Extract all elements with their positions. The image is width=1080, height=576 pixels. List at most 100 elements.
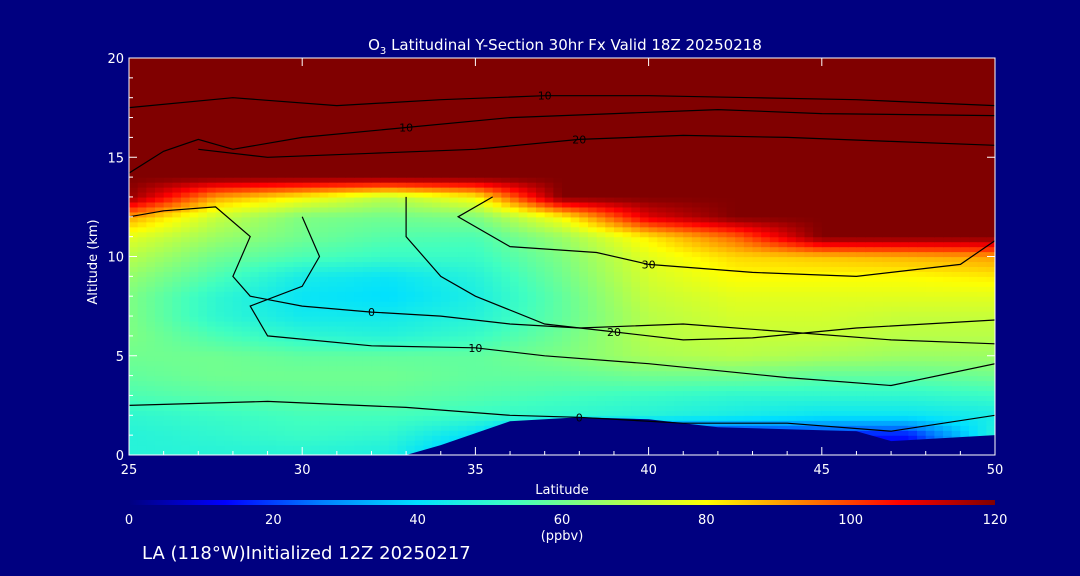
heatmap-cell <box>336 241 347 248</box>
heatmap-cell <box>726 216 736 223</box>
heatmap-cell <box>501 370 511 377</box>
heatmap-cell <box>250 256 260 263</box>
heatmap-cell <box>380 345 390 352</box>
heatmap-cell <box>691 306 702 312</box>
heatmap-cell <box>284 405 295 411</box>
heatmap-cell <box>172 340 182 347</box>
heatmap-cell <box>587 370 598 377</box>
heatmap-cell <box>215 226 225 233</box>
heatmap-cell <box>847 241 858 248</box>
heatmap-cell <box>527 266 537 272</box>
heatmap-cell <box>129 291 139 297</box>
heatmap-cell <box>587 206 598 213</box>
heatmap-cell <box>951 420 961 426</box>
heatmap-cell <box>891 425 901 431</box>
heatmap-cell <box>501 301 511 307</box>
heatmap-cell <box>458 400 468 406</box>
heatmap-cell <box>856 251 866 258</box>
heatmap-cell <box>778 251 788 258</box>
heatmap-cell <box>986 211 995 218</box>
heatmap-cell <box>544 231 554 238</box>
heatmap-cell <box>674 400 684 406</box>
heatmap-cell <box>778 370 788 377</box>
heatmap-cell <box>154 291 165 297</box>
heatmap-cell <box>362 311 373 317</box>
heatmap-cell <box>960 395 970 402</box>
heatmap-cell <box>267 400 277 406</box>
heatmap-cell <box>639 405 650 411</box>
heatmap-cell <box>726 365 736 372</box>
heatmap-cell <box>622 355 632 362</box>
heatmap-cell <box>821 211 832 218</box>
heatmap-cell <box>432 430 442 436</box>
heatmap-cell <box>943 231 953 238</box>
heatmap-cell <box>570 256 580 263</box>
heatmap-cell <box>899 375 909 382</box>
heatmap-cell <box>466 311 476 317</box>
heatmap-cell <box>986 330 995 337</box>
heatmap-cell <box>492 375 502 382</box>
heatmap-cell <box>665 211 676 218</box>
heatmap-cell <box>752 355 762 362</box>
heatmap-cell <box>951 211 961 218</box>
heatmap-cell <box>146 206 156 213</box>
heatmap-cell <box>700 330 710 337</box>
heatmap-cell <box>847 266 858 272</box>
heatmap-cell <box>899 271 909 277</box>
heatmap-cell <box>267 440 277 446</box>
heatmap-cell <box>778 246 788 253</box>
heatmap-cell <box>449 435 459 441</box>
heatmap-cell <box>579 266 589 272</box>
heatmap-cell <box>891 355 901 362</box>
heatmap-cell <box>717 410 728 416</box>
heatmap-cell <box>743 296 754 302</box>
heatmap-cell <box>250 296 260 302</box>
heatmap-cell <box>917 216 927 223</box>
heatmap-cell <box>163 380 173 387</box>
heatmap-cell <box>605 316 615 322</box>
heatmap-cell <box>284 445 295 451</box>
heatmap-cell <box>137 281 147 287</box>
heatmap-cell <box>648 271 658 277</box>
heatmap-cell <box>397 385 407 392</box>
heatmap-cell <box>743 345 754 352</box>
heatmap-cell <box>613 395 624 402</box>
heatmap-cell <box>154 316 165 322</box>
heatmap-cell <box>787 306 797 312</box>
heatmap-cell <box>631 271 641 277</box>
heatmap-cell <box>328 261 338 268</box>
heatmap-cell <box>518 221 528 228</box>
heatmap-cell <box>891 236 901 243</box>
heatmap-cell <box>908 306 918 312</box>
heatmap-cell <box>336 301 347 307</box>
heatmap-cell <box>622 311 632 317</box>
heatmap-cell <box>934 291 944 297</box>
heatmap-cell <box>328 321 338 327</box>
heatmap-cell <box>700 261 710 268</box>
heatmap-cell <box>899 420 909 426</box>
heatmap-cell <box>639 395 650 402</box>
heatmap-cell <box>362 266 373 272</box>
heatmap-cell <box>423 375 433 382</box>
heatmap-cell <box>735 226 745 233</box>
heatmap-cell <box>206 380 217 387</box>
heatmap-cell <box>769 415 780 421</box>
heatmap-cell <box>172 221 182 228</box>
heatmap-cell <box>362 400 373 406</box>
heatmap-cell <box>544 400 554 406</box>
heatmap-cell <box>414 311 425 317</box>
heatmap-cell <box>596 211 606 218</box>
heatmap-cell <box>189 435 199 441</box>
heatmap-cell <box>501 325 511 332</box>
heatmap-cell <box>856 221 866 228</box>
heatmap-cell <box>752 281 762 287</box>
heatmap-cell <box>250 450 260 455</box>
heatmap-cell <box>258 445 269 451</box>
heatmap-cell <box>276 261 286 268</box>
heatmap-cell <box>969 420 979 426</box>
heatmap-cell <box>622 246 632 253</box>
heatmap-cell <box>423 360 433 367</box>
heatmap-cell <box>821 410 832 416</box>
heatmap-cell <box>778 206 788 213</box>
heatmap-cell <box>163 211 173 218</box>
